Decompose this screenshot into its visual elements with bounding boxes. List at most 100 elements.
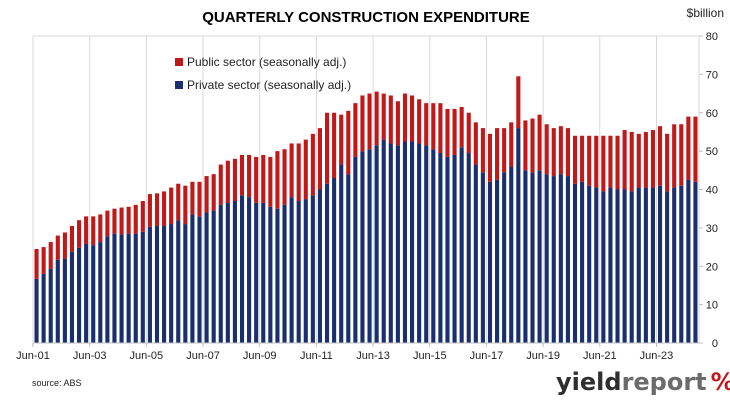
bar-public (551, 128, 556, 177)
bar-private (679, 185, 684, 343)
bar-public (91, 216, 96, 246)
bar-private (381, 139, 386, 343)
bar-public (438, 103, 443, 154)
bar-private (544, 174, 549, 343)
bar-public (410, 95, 415, 142)
bar-private (204, 212, 209, 343)
x-tick-label: Jun-01 (16, 350, 50, 362)
x-tick-label: Jun-13 (356, 350, 390, 362)
bar-public (686, 116, 691, 180)
bar-public (424, 103, 429, 146)
bar-public (388, 95, 393, 144)
bar-private (41, 273, 46, 343)
bar-private (55, 259, 60, 343)
bar-private (339, 164, 344, 343)
bar-private (615, 189, 620, 343)
bar-public (310, 133, 315, 196)
bar-private (247, 197, 252, 343)
bar-public (466, 112, 471, 154)
y-axis-ticks: 0 10 20 30 40 50 60 70 80 (699, 31, 718, 350)
bar-public (665, 133, 670, 192)
y-tick-label: 0 (712, 338, 718, 350)
bar-public (275, 151, 280, 209)
bar-public (225, 160, 230, 203)
bar-private (367, 149, 372, 343)
bar-public (445, 108, 450, 157)
x-tick-label: Jun-15 (413, 350, 447, 362)
bar-private (282, 204, 287, 343)
bar-private (643, 187, 648, 343)
bar-private (629, 191, 634, 343)
bar-public (530, 118, 535, 173)
legend: Public sector (seasonally adj.) Private … (175, 55, 351, 92)
bar-public (190, 181, 195, 215)
chart-title: QUARTERLY CONSTRUCTION EXPENDITURE (202, 9, 530, 26)
bar-public (232, 158, 237, 202)
legend-swatch-public (175, 58, 183, 66)
bar-private (417, 143, 422, 343)
bar-private (693, 181, 698, 343)
bar-private (154, 225, 160, 343)
y-tick-label: 10 (706, 300, 718, 312)
bar-private (374, 145, 379, 343)
bar-private (438, 153, 443, 343)
bar-private (275, 208, 280, 343)
bar-private (317, 189, 322, 343)
bar-public (495, 128, 500, 180)
bar-private (565, 176, 570, 343)
bar-private (332, 177, 337, 343)
bar-private (232, 201, 237, 343)
bar-public (636, 133, 641, 188)
bar-private (211, 210, 216, 343)
bar-public (126, 206, 131, 234)
bar-public (629, 131, 634, 192)
bar-public (615, 135, 620, 190)
bar-private (119, 234, 124, 343)
bar-private (84, 243, 89, 343)
bar-private (133, 233, 138, 343)
bar-public (516, 76, 521, 129)
bar-public (594, 135, 599, 188)
x-tick-label: Jun-03 (73, 350, 107, 362)
bar-private (169, 224, 174, 343)
yieldreport-logo: yieldreport% (556, 368, 730, 396)
x-tick-label: Jun-07 (186, 350, 220, 362)
bar-public (162, 191, 167, 226)
x-tick-label: Jun-11 (300, 350, 333, 362)
bar-private (665, 191, 670, 343)
bar-public (459, 106, 464, 148)
bar-private (580, 181, 585, 343)
bar-private (509, 166, 514, 343)
grid-lines (89, 36, 657, 343)
bar-private (225, 202, 230, 343)
bar-private (48, 268, 53, 343)
bar-public (282, 149, 287, 205)
bar-private (523, 170, 528, 343)
bar-public (452, 108, 457, 155)
bar-public (218, 164, 223, 205)
y-tick-label: 20 (706, 261, 718, 273)
bar-public (572, 135, 578, 184)
bar-private (388, 143, 393, 343)
bar-private (395, 145, 400, 343)
bar-private (558, 174, 563, 343)
bar-public (169, 187, 174, 225)
bar-private (261, 202, 266, 343)
bar-public (211, 174, 216, 211)
bar-private (551, 176, 556, 343)
bar-public (69, 225, 75, 252)
bar-private (98, 242, 103, 343)
x-axis-ticks: Jun-01 Jun-03 Jun-05 Jun-07 Jun-09 Jun-11 Jun-… (16, 343, 673, 362)
bar-private (289, 197, 294, 343)
bar-private (537, 170, 542, 343)
bar-private (254, 202, 259, 343)
bar-public (544, 124, 549, 175)
plot-area (32, 35, 700, 344)
bar-private (190, 214, 195, 343)
bar-private (487, 181, 493, 343)
x-tick-label: Jun-17 (470, 350, 504, 362)
bar-public (317, 128, 322, 190)
bar-private (62, 258, 67, 343)
bar-private (183, 224, 188, 343)
